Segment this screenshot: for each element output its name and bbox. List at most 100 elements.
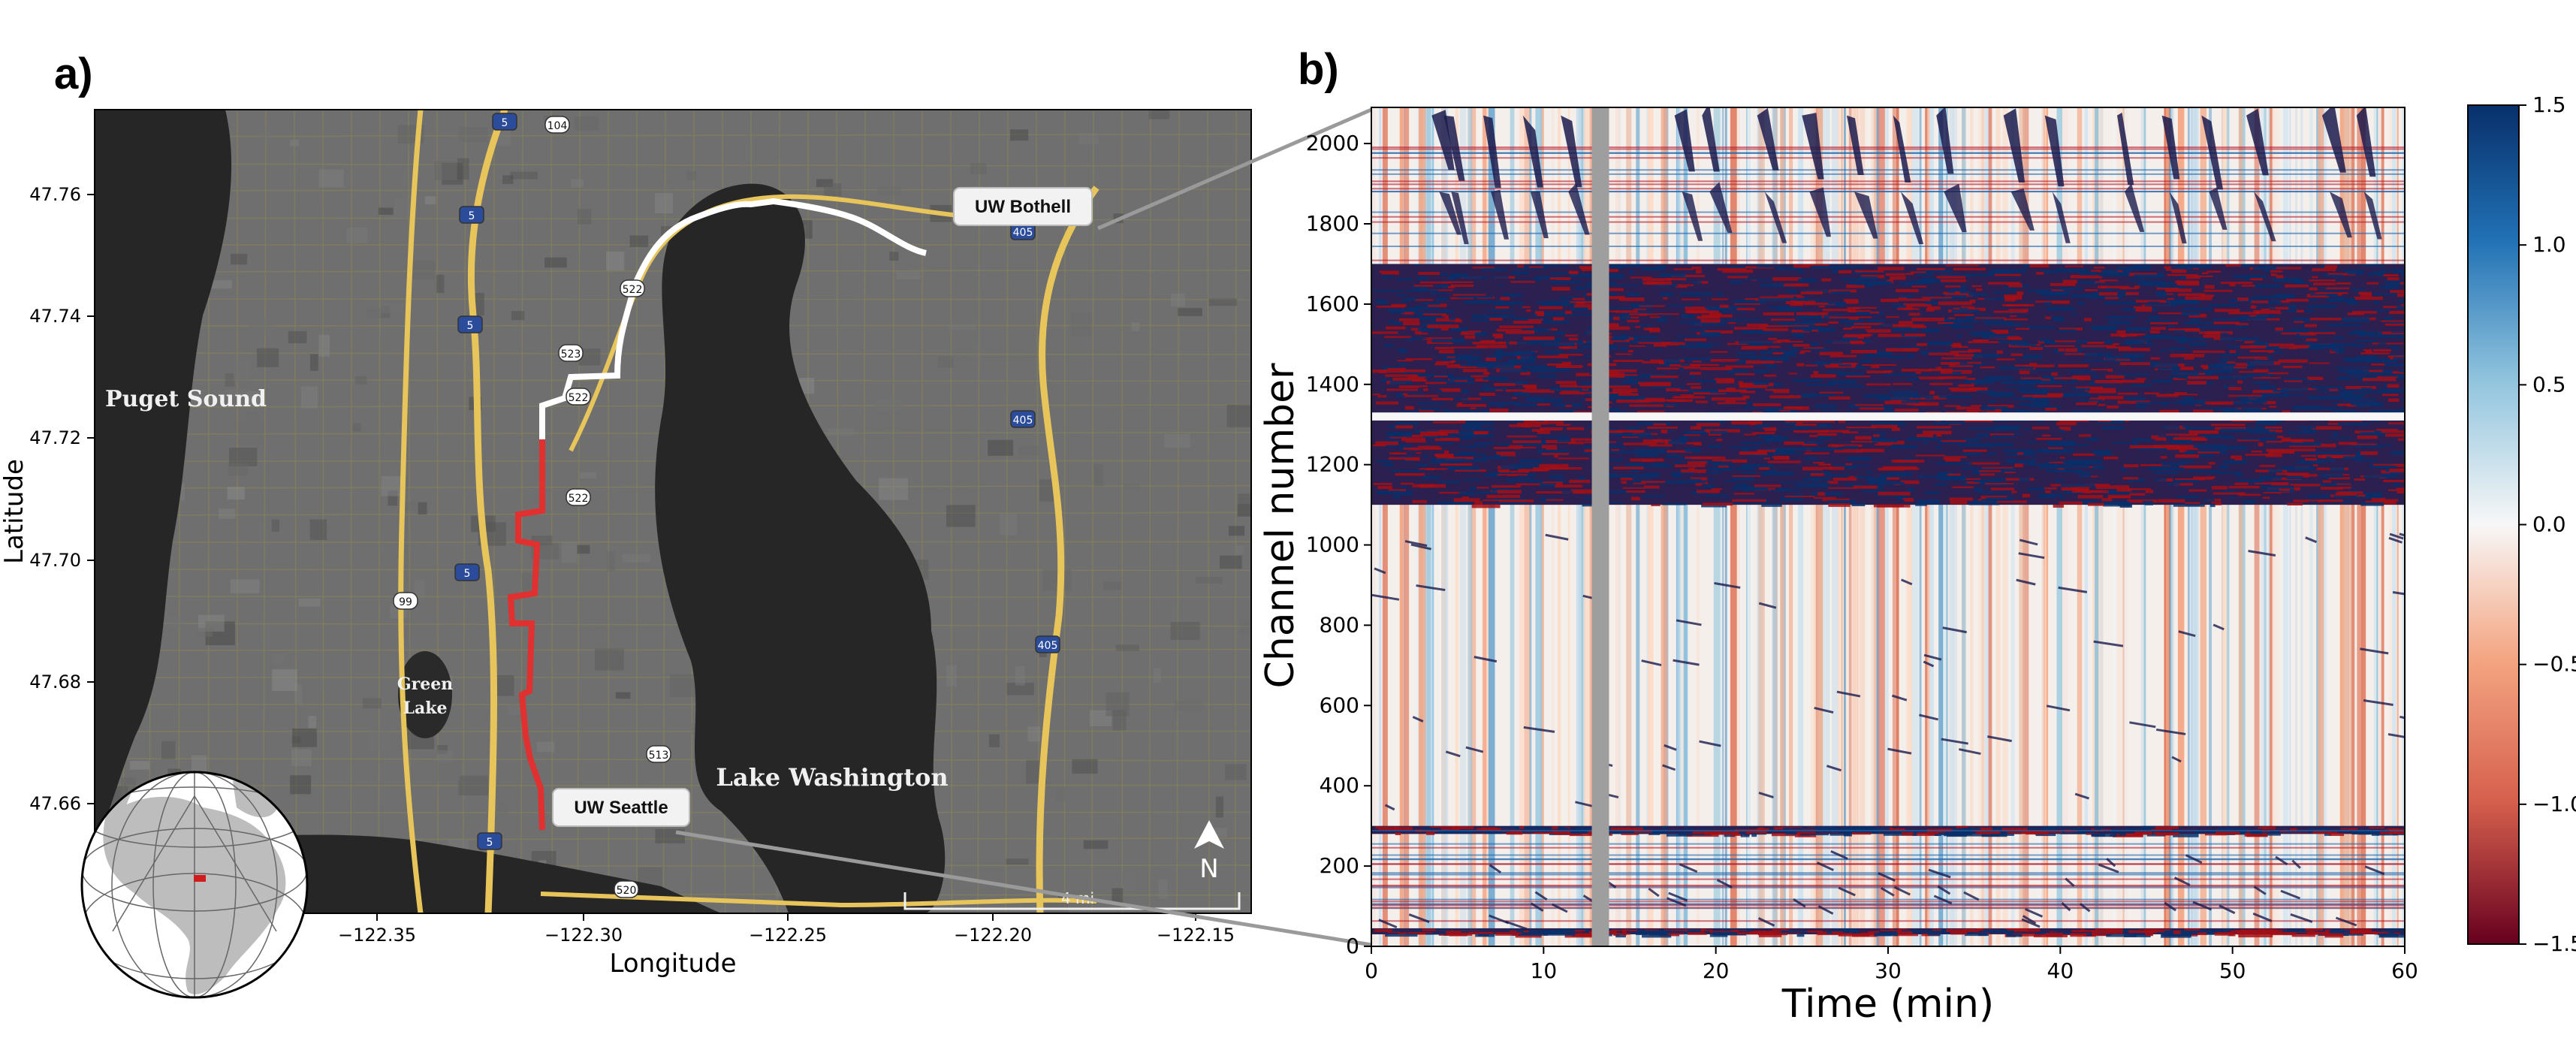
noise-speckle (1387, 929, 1400, 932)
noise-speckle (2134, 831, 2152, 835)
noise-speckle (1838, 385, 1864, 388)
noise-speckle (2141, 280, 2165, 284)
moveout-event (2185, 854, 2203, 864)
noise-speckle (1517, 442, 1549, 445)
interstate-shield-icon (1035, 635, 1060, 653)
terrain-patch (823, 183, 842, 197)
noise-speckle (2288, 477, 2303, 479)
noise-speckle (1560, 296, 1565, 300)
heatmap-xlabel: Time (min) (1781, 982, 1994, 1027)
heatmap-stripe (2170, 107, 2174, 946)
noise-speckle (1609, 407, 1619, 412)
noise-speckle (1814, 361, 1843, 364)
noise-speckle (1581, 382, 1592, 385)
noise-speckle (2045, 490, 2051, 493)
map-xtick-label: −122.20 (954, 925, 1032, 946)
heatmap-stripe (2022, 107, 2029, 946)
noise-speckle (2019, 827, 2042, 830)
noise-speckle (2254, 479, 2263, 483)
noise-speckle (2040, 382, 2074, 384)
noise-speckle (2200, 364, 2209, 368)
noise-speckle (1512, 271, 1530, 275)
noise-speckle (2228, 394, 2254, 397)
noise-speckle (2056, 421, 2077, 426)
heatmap-stripe (2319, 107, 2324, 946)
noise-speckle (1950, 290, 1962, 294)
terrain-patch (578, 348, 601, 366)
noise-speckle (1517, 264, 1524, 268)
moveout-event (2253, 886, 2267, 895)
noise-speckle (1512, 440, 1542, 443)
noise-speckle (1831, 444, 1839, 448)
noise-speckle (1652, 463, 1667, 466)
noise-speckle (2342, 456, 2364, 460)
highway-shield: 522 (566, 388, 591, 406)
noise-speckle (1555, 424, 1571, 426)
noise-speckle (1938, 301, 1972, 306)
noise-speckle (1630, 474, 1658, 478)
noise-speckle (1954, 314, 1974, 316)
noise-speckle (1814, 404, 1837, 408)
noise-speckle (1499, 499, 1534, 502)
noise-speckle (1851, 502, 1866, 506)
noise-speckle (2179, 460, 2194, 463)
heatmap-stripe (2397, 107, 2399, 946)
noise-speckle (2312, 282, 2336, 285)
heatmap-stripe (1441, 107, 1447, 946)
noise-speckle (2094, 826, 2105, 831)
moveout-event (2254, 192, 2276, 242)
noise-speckle (1842, 933, 1852, 935)
heatmap-stripe (1676, 107, 1682, 946)
noise-speckle (1552, 286, 1570, 291)
moveout-event (1679, 863, 1698, 873)
noise-speckle (2167, 324, 2174, 327)
noise-speckle (1536, 490, 1563, 493)
noise-speckle (1814, 825, 1837, 830)
heatmap-stripe (2084, 107, 2088, 946)
noise-speckle (1629, 337, 1634, 340)
noise-speckle (2258, 300, 2282, 304)
noise-speckle (1912, 395, 1921, 399)
terrain-patch (290, 775, 312, 795)
noise-speckle (1633, 482, 1646, 484)
noise-speckle (1716, 379, 1735, 384)
noise-speckle (1569, 313, 1603, 316)
noise-speckle (2265, 346, 2282, 350)
noise-speckle (1822, 498, 1850, 502)
noise-speckle (1820, 430, 1850, 433)
noise-speckle (1495, 389, 1504, 391)
noise-speckle (2382, 394, 2399, 397)
noise-speckle (2112, 342, 2119, 345)
noise-speckle (2339, 317, 2369, 321)
noise-speckle (2312, 268, 2336, 272)
noise-speckle (1717, 267, 1747, 271)
noise-speckle (1897, 346, 1913, 348)
noise-speckle (2075, 399, 2103, 402)
noise-speckle (1457, 458, 1487, 462)
street-line (95, 163, 1251, 167)
noise-speckle (2077, 393, 2092, 397)
noise-speckle (1653, 343, 1667, 347)
noise-speckle (1375, 299, 1386, 303)
noise-speckle (2295, 461, 2322, 464)
noise-speckle (1910, 271, 1926, 274)
noise-speckle (1451, 928, 1486, 931)
noise-speckle (1628, 270, 1634, 273)
noise-speckle (1974, 317, 2007, 319)
noise-speckle (2366, 282, 2379, 285)
noise-speckle (1450, 284, 1474, 288)
noise-speckle (1635, 932, 1641, 935)
noise-speckle (1505, 389, 1523, 392)
terrain-patch (629, 235, 649, 247)
noise-speckle (1952, 355, 1968, 359)
noise-speckle (1889, 423, 1906, 426)
noise-speckle (1952, 371, 1962, 375)
moveout-event (1443, 115, 1465, 181)
noise-speckle (1608, 342, 1613, 345)
noise-speckle (1398, 318, 1419, 321)
noise-speckle (1863, 355, 1891, 358)
terrain-patch (289, 140, 300, 146)
moveout-event (2360, 647, 2389, 655)
noise-speckle (1637, 397, 1665, 400)
noise-speckle (1546, 448, 1558, 451)
